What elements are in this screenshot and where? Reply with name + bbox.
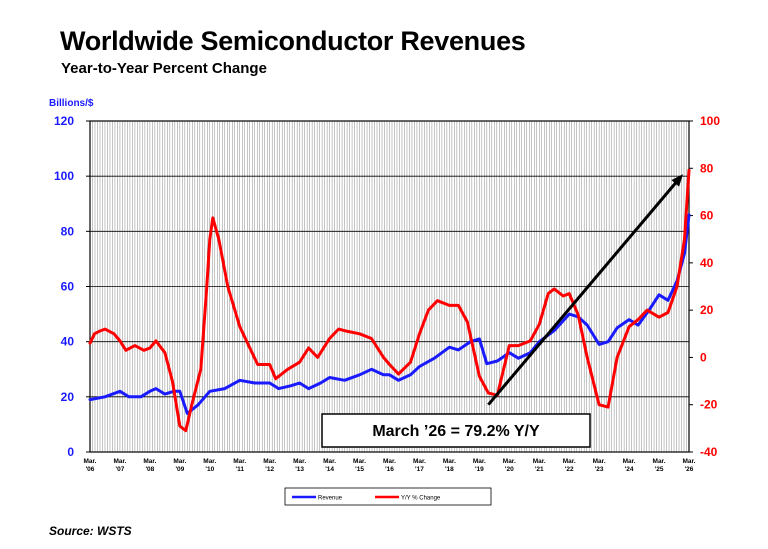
x-tick-label: Mar. xyxy=(143,458,156,465)
x-tick-label: Mar. xyxy=(473,458,486,465)
x-tick-label: '12 xyxy=(265,466,274,473)
x-tick-label: Mar. xyxy=(653,458,666,465)
annotation-arrow-line xyxy=(487,177,681,406)
y-tick-label: 0 xyxy=(67,445,74,459)
x-tick-label: Mar. xyxy=(203,458,216,465)
x-tick-label: Mar. xyxy=(593,458,606,465)
y2-tick-label: 20 xyxy=(700,303,714,317)
source-note: Source: WSTS xyxy=(49,524,132,538)
y2-tick-label: 40 xyxy=(700,256,714,270)
x-tick-label: Mar. xyxy=(623,458,636,465)
x-tick-label: '16 xyxy=(385,466,394,473)
y2-tick-label: 100 xyxy=(700,114,720,128)
x-tick-label: Mar. xyxy=(233,458,246,465)
x-tick-label: Mar. xyxy=(113,458,126,465)
x-tick-label: '22 xyxy=(565,466,574,473)
legend-label-yoy-change: Y/Y % Change xyxy=(401,496,441,502)
yoy-change-series-line xyxy=(88,168,691,433)
annotation-arrow-head xyxy=(671,174,683,187)
x-tick-label: Mar. xyxy=(83,458,96,465)
x-tick-label: '25 xyxy=(655,466,664,473)
x-tick-label: '24 xyxy=(625,466,634,473)
x-tick-label: '13 xyxy=(295,466,304,473)
x-tick-label: Mar. xyxy=(263,458,276,465)
annotation-text: March ’26 = 79.2% Y/Y xyxy=(372,423,540,440)
x-tick-label: Mar. xyxy=(413,458,426,465)
x-tick-label: '06 xyxy=(86,466,95,473)
x-tick-label: '21 xyxy=(535,466,544,473)
x-tick-label: Mar. xyxy=(563,458,576,465)
x-tick-label: Mar. xyxy=(503,458,516,465)
chart-subtitle: Year-to-Year Percent Change xyxy=(61,60,267,77)
x-tick-label: '07 xyxy=(116,466,125,473)
x-tick-label: '09 xyxy=(175,466,184,473)
x-tick-label: '26 xyxy=(685,466,694,473)
x-tick-label: '18 xyxy=(445,466,454,473)
annotation-box xyxy=(321,413,591,448)
x-tick-label: '08 xyxy=(146,466,155,473)
x-tick-label: Mar. xyxy=(293,458,306,465)
y2-tick-label: -40 xyxy=(700,445,718,459)
y2-tick-label: 80 xyxy=(700,161,714,175)
y-tick-label: 120 xyxy=(54,114,74,128)
x-tick-label: Mar. xyxy=(173,458,186,465)
x-tick-label: Mar. xyxy=(323,458,336,465)
x-tick-label: Mar. xyxy=(383,458,396,465)
x-tick-label: '17 xyxy=(415,466,424,473)
y-tick-label: 80 xyxy=(61,224,75,238)
revenue-series-line xyxy=(88,213,691,415)
x-tick-label: '15 xyxy=(355,466,364,473)
y2-tick-label: 60 xyxy=(700,209,714,223)
y-tick-label: 60 xyxy=(61,280,75,294)
x-tick-label: '11 xyxy=(236,466,245,473)
y-tick-label: 100 xyxy=(54,169,74,183)
x-tick-label: Mar. xyxy=(682,458,695,465)
chart-title: Worldwide Semiconductor Revenues xyxy=(60,26,526,56)
legend-label-revenue: Revenue xyxy=(318,496,343,502)
x-tick-label: Mar. xyxy=(443,458,456,465)
x-tick-label: '19 xyxy=(475,466,484,473)
x-tick-label: Mar. xyxy=(533,458,546,465)
x-tick-label: '23 xyxy=(595,466,604,473)
y-tick-label: 40 xyxy=(61,335,75,349)
x-tick-label: '14 xyxy=(325,466,334,473)
y-axis-label: Billions/$ xyxy=(49,98,94,109)
x-tick-label: Mar. xyxy=(353,458,366,465)
x-tick-label: '20 xyxy=(505,466,514,473)
y2-tick-label: 0 xyxy=(700,350,707,364)
x-tick-label: '10 xyxy=(205,466,214,473)
y-tick-label: 20 xyxy=(61,390,75,404)
y2-tick-label: -20 xyxy=(700,398,718,412)
